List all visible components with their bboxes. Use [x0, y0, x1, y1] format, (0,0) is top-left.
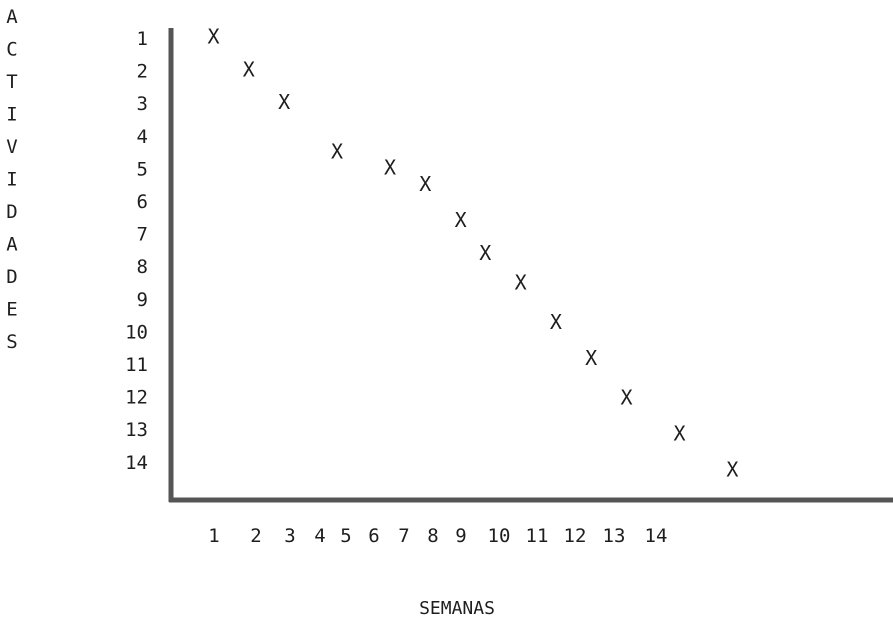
y-tick-label: 7 — [137, 224, 148, 246]
y-tick-label: 10 — [125, 321, 148, 343]
x-tick-labels: 1 2 3 4 5 6 7 8 9 10 11 12 13 14 — [208, 525, 667, 547]
ylabel-letter: C — [6, 39, 17, 61]
y-tick-label: 8 — [137, 256, 148, 278]
y-tick-label: 5 — [137, 158, 148, 180]
data-point-marker: X — [620, 385, 632, 409]
ylabel-letter: I — [6, 104, 17, 126]
data-point-marker: X — [515, 271, 527, 295]
x-tick-label: 3 — [284, 525, 295, 547]
y-tick-label: 9 — [137, 289, 148, 311]
x-tick-label: 8 — [427, 525, 438, 547]
x-tick-label: 6 — [368, 525, 379, 547]
data-point-marker: X — [726, 458, 738, 482]
x-tick-label: 12 — [564, 525, 587, 547]
data-point-marker: X — [673, 421, 685, 445]
data-point-marker: X — [278, 90, 290, 114]
ylabel-letter: D — [6, 266, 17, 288]
data-point-marker: X — [207, 25, 219, 49]
y-tick-label: 13 — [125, 419, 148, 441]
y-tick-label: 12 — [125, 387, 148, 409]
data-point-marker: X — [331, 139, 343, 163]
x-tick-label: 11 — [526, 525, 549, 547]
x-tick-label: 13 — [603, 525, 626, 547]
y-tick-label: 4 — [137, 126, 148, 148]
y-tick-label: 2 — [137, 61, 148, 83]
ylabel-letter: I — [6, 169, 17, 191]
x-tick-label: 9 — [455, 525, 466, 547]
x-tick-label: 7 — [398, 525, 409, 547]
y-tick-label: 3 — [137, 93, 148, 115]
data-point-marker: X — [479, 241, 491, 265]
data-point-marker: X — [455, 208, 467, 232]
y-tick-label: 6 — [137, 191, 148, 213]
data-point-marker: X — [419, 172, 431, 196]
data-point-marker: X — [550, 310, 562, 334]
x-axis-title: SEMANAS — [419, 598, 495, 619]
data-point-marker: X — [585, 346, 597, 370]
ylabel-letter: T — [6, 71, 17, 93]
ylabel-letter: A — [6, 234, 18, 256]
data-point-marker: X — [384, 156, 396, 180]
data-point-marker: X — [243, 57, 255, 81]
x-tick-label: 10 — [488, 525, 511, 547]
ylabel-letter: V — [6, 136, 17, 158]
ylabel-letter: A — [6, 6, 18, 28]
x-tick-label: 4 — [314, 525, 325, 547]
x-tick-label: 1 — [208, 525, 219, 547]
ylabel-letter: D — [6, 201, 17, 223]
x-tick-label: 14 — [645, 525, 668, 547]
y-tick-label: 11 — [125, 354, 148, 376]
y-tick-label: 14 — [125, 452, 148, 474]
x-tick-label: 5 — [340, 525, 351, 547]
x-tick-label: 2 — [250, 525, 261, 547]
y-tick-label: 1 — [137, 28, 148, 50]
ylabel-letter: S — [6, 331, 17, 353]
ylabel-letter: E — [6, 299, 17, 321]
